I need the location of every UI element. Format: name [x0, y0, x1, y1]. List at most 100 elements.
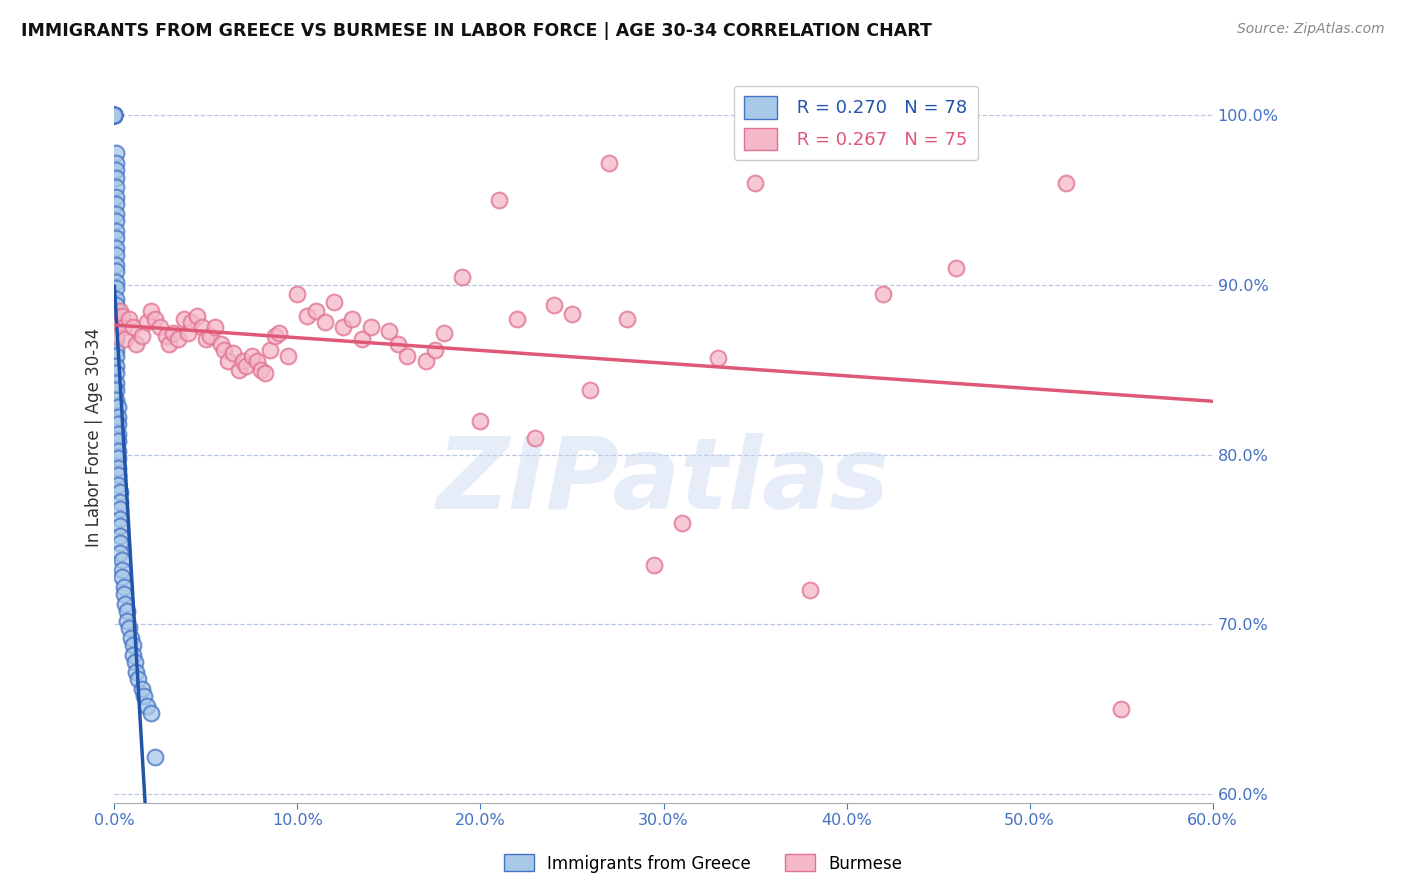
Point [103, 108, 125, 122]
Point [155, 329, 177, 343]
Point [103, 108, 125, 122]
Point [269, 326, 291, 340]
Point [105, 247, 128, 261]
Point [194, 332, 217, 346]
Point [107, 461, 129, 475]
Point [209, 337, 232, 351]
Point [561, 307, 583, 321]
Point [105, 207, 128, 221]
Point [108, 303, 131, 318]
Point [112, 587, 135, 601]
Point [799, 583, 821, 598]
Point [107, 444, 129, 458]
Point [105, 349, 128, 363]
Point [114, 332, 136, 346]
Point [108, 519, 131, 533]
Point [360, 320, 382, 334]
Point [143, 312, 166, 326]
Point [433, 326, 456, 340]
Point [198, 329, 221, 343]
Point [105, 329, 128, 343]
Point [506, 312, 529, 326]
Point [136, 315, 159, 329]
Point [180, 315, 202, 329]
Point [131, 329, 153, 343]
Point [240, 349, 263, 363]
Point [105, 171, 128, 186]
Point [305, 303, 328, 318]
Point [250, 363, 273, 377]
Point [246, 354, 269, 368]
Point [107, 417, 129, 432]
Point [149, 320, 172, 334]
Point [139, 706, 162, 720]
Point [103, 108, 125, 122]
Point [105, 190, 128, 204]
Point [107, 468, 129, 483]
Point [103, 108, 125, 122]
Point [107, 451, 129, 466]
Point [105, 230, 128, 244]
Text: Source: ZipAtlas.com: Source: ZipAtlas.com [1237, 22, 1385, 37]
Point [107, 401, 129, 415]
Point [423, 343, 446, 357]
Point [235, 359, 257, 374]
Point [744, 176, 766, 190]
Point [127, 672, 149, 686]
Point [115, 604, 138, 618]
Point [105, 196, 128, 211]
Point [162, 326, 184, 340]
Point [115, 614, 138, 628]
Text: IMMIGRANTS FROM GREECE VS BURMESE IN LABOR FORCE | AGE 30-34 CORRELATION CHART: IMMIGRANTS FROM GREECE VS BURMESE IN LAB… [21, 22, 932, 40]
Point [616, 312, 638, 326]
Point [105, 145, 128, 160]
Point [204, 320, 226, 334]
Point [105, 359, 128, 374]
Point [222, 346, 245, 360]
Point [157, 337, 180, 351]
Point [103, 108, 125, 122]
Point [105, 393, 128, 408]
Point [143, 749, 166, 764]
Point [167, 332, 190, 346]
Point [945, 261, 967, 276]
Point [105, 315, 128, 329]
Point [108, 485, 131, 500]
Point [287, 286, 309, 301]
Point [295, 309, 318, 323]
Point [105, 258, 128, 272]
Point [671, 516, 693, 530]
Point [103, 108, 125, 122]
Point [598, 156, 620, 170]
Point [107, 434, 129, 449]
Point [108, 536, 131, 550]
Point [124, 655, 146, 669]
Point [111, 309, 134, 323]
Point [103, 108, 125, 122]
Point [186, 309, 208, 323]
Point [132, 689, 155, 703]
Y-axis label: In Labor Force | Age 30-34: In Labor Force | Age 30-34 [86, 328, 103, 548]
Point [111, 563, 134, 577]
Legend:  R = 0.270   N = 78,  R = 0.267   N = 75: R = 0.270 N = 78, R = 0.267 N = 75 [734, 86, 979, 161]
Point [232, 354, 254, 368]
Point [105, 281, 128, 295]
Point [120, 631, 142, 645]
Point [350, 332, 373, 346]
Point [108, 546, 131, 560]
Point [176, 326, 198, 340]
Point [105, 309, 128, 323]
Point [314, 315, 336, 329]
Point [173, 312, 195, 326]
Point [524, 431, 547, 445]
Point [488, 193, 510, 207]
Point [108, 495, 131, 509]
Point [643, 558, 665, 572]
Point [212, 343, 235, 357]
Point [131, 681, 153, 696]
Point [872, 286, 894, 301]
Point [105, 343, 128, 357]
Point [108, 502, 131, 516]
Point [107, 427, 129, 442]
Point [105, 275, 128, 289]
